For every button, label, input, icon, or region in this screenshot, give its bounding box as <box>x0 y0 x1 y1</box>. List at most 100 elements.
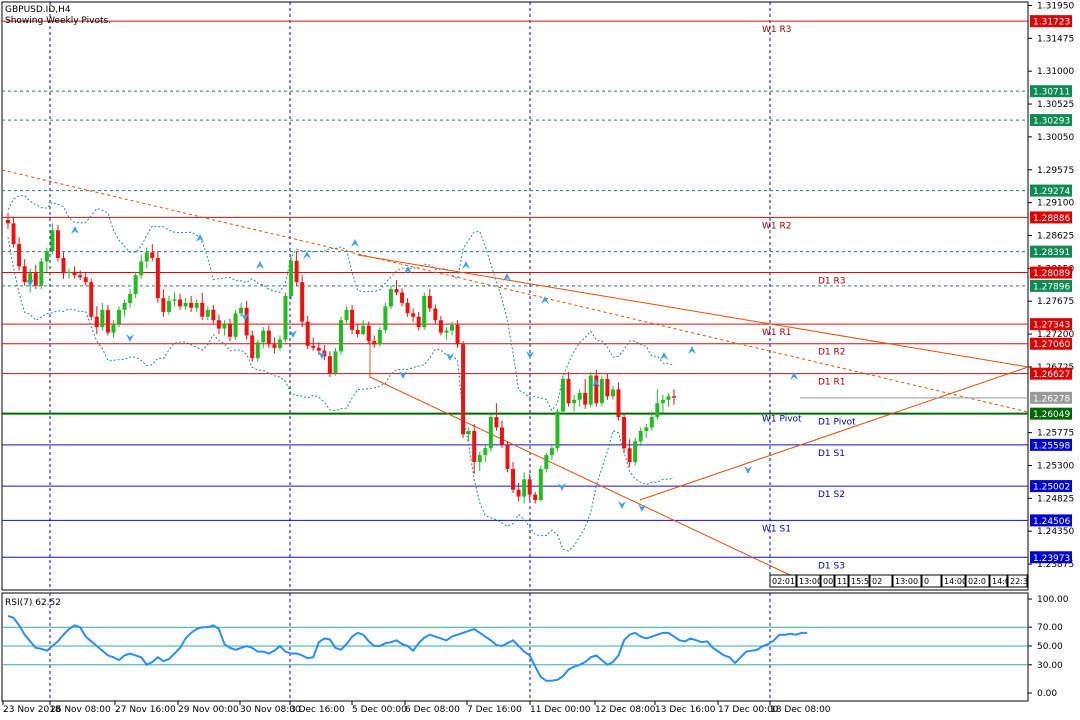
candle-body <box>627 448 632 463</box>
time-box <box>869 574 893 588</box>
candle-body <box>583 392 588 405</box>
candle-body <box>444 330 449 333</box>
time-box <box>834 574 849 588</box>
time-box <box>941 574 966 588</box>
price-tick-label: 1.27200 <box>1037 330 1074 340</box>
pivot-level-name: D1 S3 <box>818 561 845 571</box>
candle-body <box>494 417 499 428</box>
symbol-title: GBPUSD.ID,H4 <box>5 5 71 15</box>
time-box-label: 14:00 <box>944 577 967 586</box>
trend-channel-low <box>369 376 791 576</box>
pivot-level-name: W1 R3 <box>762 25 791 35</box>
rsi-tick-label: 100.00 <box>1037 595 1069 605</box>
candle-body <box>505 444 510 469</box>
price-tick-label: 1.30050 <box>1037 133 1074 143</box>
fractal-down-icon <box>618 501 626 509</box>
time-tick-label: 5 Dec 00:00 <box>352 705 407 715</box>
price-tick-label: 1.30525 <box>1037 100 1074 110</box>
price-tick-label: 1.31950 <box>1037 1 1074 11</box>
price-tick-label: 1.27675 <box>1037 297 1074 307</box>
time-box-label: 14:0 <box>992 577 1010 586</box>
pivot-subtitle: Showing Weekly Pivots. <box>5 16 111 26</box>
price-tick-label: 1.31000 <box>1037 67 1074 77</box>
price-tick-label: 1.29100 <box>1037 199 1074 209</box>
time-tick-label: 27 Nov 16:00 <box>115 705 176 715</box>
level-price-tag-label: 1.26627 <box>1033 370 1070 380</box>
candle-body <box>533 494 538 501</box>
candle-body <box>388 289 393 307</box>
time-tick-label: 12 Dec 08:00 <box>595 705 656 715</box>
candle-body <box>11 223 16 245</box>
candle-body <box>461 344 466 435</box>
candle-body <box>305 321 310 346</box>
level-price-tag <box>1030 266 1072 279</box>
candle-body <box>433 308 438 321</box>
current-price-label: 1.26278 <box>1033 394 1070 404</box>
candle-body <box>300 282 305 322</box>
candle-body <box>477 455 482 463</box>
candle-body <box>472 430 477 463</box>
time-box <box>848 574 870 588</box>
candle-body <box>172 299 177 301</box>
candle-body <box>94 316 99 328</box>
fractal-down-icon <box>744 466 752 474</box>
time-tick-label: 13 Dec 16:00 <box>655 705 716 715</box>
fractal-down-icon <box>126 334 134 342</box>
candle-body <box>150 252 155 258</box>
fractal-down-icon <box>318 351 326 359</box>
envelope-bands <box>7 195 675 552</box>
level-price-tag <box>1030 114 1072 127</box>
candle-body <box>411 313 416 317</box>
fractal-down-icon <box>558 483 566 491</box>
candle-body <box>483 448 488 456</box>
time-box-label: 15:5 <box>851 577 869 586</box>
candle-body <box>400 292 405 303</box>
price-tick-label: 1.28625 <box>1037 231 1074 241</box>
candle-body <box>216 320 221 329</box>
candle-body <box>22 266 27 283</box>
candle-body <box>339 320 343 352</box>
time-box-label: 0 <box>924 577 929 586</box>
candle-body <box>572 399 577 404</box>
candle-body <box>372 340 377 345</box>
pivot-level-name: D1 S2 <box>818 490 845 500</box>
candle-body <box>316 347 321 351</box>
candle-body <box>561 379 565 412</box>
level-price-tag <box>1030 15 1072 28</box>
candle-body <box>277 339 282 348</box>
candle-body <box>89 282 94 317</box>
level-price-tag <box>1030 407 1072 420</box>
price-tick-label: 1.25775 <box>1037 429 1074 439</box>
rsi-grid <box>2 626 1028 666</box>
candle-body <box>28 273 33 283</box>
candle-body <box>122 302 127 310</box>
candle-body <box>61 257 66 274</box>
fractal-down-icon <box>526 351 534 359</box>
candle-body <box>438 320 443 333</box>
candle-body <box>289 260 294 296</box>
candle-body <box>522 479 527 497</box>
candle-body <box>233 313 238 337</box>
candle-body <box>455 325 460 345</box>
candle-body <box>133 275 138 294</box>
candle-body <box>78 275 83 278</box>
candle-body <box>427 296 432 309</box>
price-axis: 1.31950 1.31475 1.31000 1.30525 1.30050 1.295… <box>800 1 1074 570</box>
candle-body <box>283 296 288 340</box>
pivot-level-name: W1 S1 <box>762 524 791 534</box>
pivot-level-name: D1 S1 <box>818 449 845 459</box>
time-box <box>965 574 990 588</box>
candle-body <box>266 330 271 345</box>
candle-body <box>405 302 410 314</box>
rsi-tick-label: 50.00 <box>1037 642 1063 652</box>
candle-body <box>383 306 388 330</box>
fractal-up-icon <box>503 273 511 281</box>
level-price-tag-label: 1.27896 <box>1033 282 1070 292</box>
fractal-up-icon <box>256 261 264 269</box>
time-box-label: 11 <box>837 577 847 586</box>
candle-body <box>344 309 349 321</box>
time-box <box>796 574 821 588</box>
pivot-level-name: D1 R1 <box>818 378 846 388</box>
